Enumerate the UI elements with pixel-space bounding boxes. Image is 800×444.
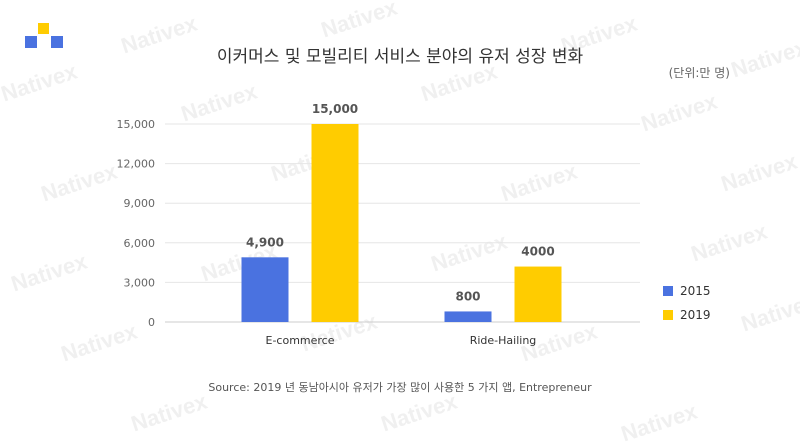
legend-label: 2019 [680,308,711,322]
bar-value-label: 4000 [521,245,554,259]
unit-label: (단위:만 명) [668,66,730,80]
logo-square-yellow [38,23,49,34]
legend: 2015 2019 [663,284,711,322]
brand-logo [25,23,63,48]
legend-swatch [663,310,673,320]
chart-title: 이커머스 및 모빌리티 서비스 분야의 유저 성장 변화 [216,47,584,67]
y-axis-ticks: 0 3,000 6,000 9,000 12,000 15,000 [117,118,156,329]
y-tick-label: 15,000 [117,118,156,131]
legend-swatch [663,286,673,296]
gridlines [165,123,640,323]
bar-2019-e-commerce [311,124,359,322]
x-category-label: Ride-Hailing [470,334,537,347]
logo-square-blue-left [25,36,37,48]
bar-value-label: 4,900 [246,235,284,249]
legend-label: 2015 [680,284,711,298]
bar-2019-ride-hailing [514,266,562,322]
source-note: Source: 2019 년 동남아시아 유저가 가장 많이 사용한 5 가지 … [208,381,592,394]
logo-square-blue-right [51,36,63,48]
bars [241,124,562,322]
bar-value-label: 800 [455,289,480,303]
bar-value-labels: 4,900 800 15,000 4000 [246,102,555,303]
y-tick-label: 3,000 [124,276,156,289]
y-tick-label: 9,000 [124,197,156,210]
y-tick-label: 6,000 [124,237,156,250]
x-axis-labels: E-commerce Ride-Hailing [266,334,537,347]
bar-2015-e-commerce [241,257,289,322]
y-tick-label: 0 [148,316,155,329]
y-tick-label: 12,000 [117,158,156,171]
bar-value-label: 15,000 [312,102,358,116]
x-category-label: E-commerce [266,334,335,347]
bar-2015-ride-hailing [444,311,492,322]
